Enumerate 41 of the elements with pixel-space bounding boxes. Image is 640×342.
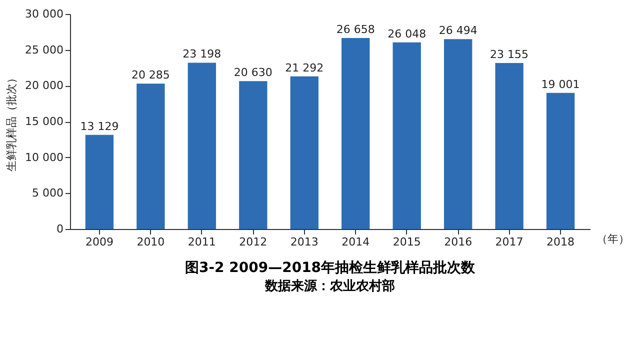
x-tick-label: 2014	[342, 236, 370, 248]
bar	[495, 63, 524, 229]
data-label: 13 129	[80, 120, 119, 133]
source-note: 数据来源：农业农村部	[264, 278, 395, 294]
bar	[136, 84, 165, 229]
x-tick-label: 2015	[392, 236, 421, 248]
bar	[392, 42, 421, 229]
data-label: 19 001	[541, 78, 580, 91]
data-label: 26 048	[388, 27, 426, 40]
bar	[546, 92, 575, 229]
bar	[188, 62, 216, 229]
y-tick-label: 5 000	[32, 186, 64, 200]
y-tick-label: 10 000	[25, 150, 64, 164]
y-tick-label: 20 000	[25, 79, 64, 92]
bar	[342, 38, 370, 229]
x-tick-label: 2018	[546, 236, 575, 248]
y-tick-label: 30 000	[25, 8, 64, 20]
data-label: 23 198	[182, 48, 222, 61]
y-axis-title: 生鲜乳样品（批次）	[5, 72, 18, 172]
x-tick-label: 2017	[495, 236, 524, 248]
data-label: 26 658	[336, 22, 375, 36]
x-tick-label: 2016	[444, 236, 472, 248]
bar	[239, 81, 268, 229]
bar	[444, 39, 472, 229]
x-tick-label: 2013	[290, 236, 318, 248]
x-tick-label: 2010	[136, 236, 165, 248]
data-label: 26 494	[438, 24, 478, 38]
y-tick-label: 15 000	[25, 115, 64, 128]
data-label: 23 155	[490, 48, 529, 62]
x-tick-label: 2011	[188, 236, 216, 248]
x-tick-label: 2012	[239, 236, 268, 248]
text: 图3-2 2009—2018年抽检生鲜乳样品批次数	[184, 260, 476, 276]
data-label: 21 292	[285, 61, 324, 74]
y-tick-label: 0	[56, 222, 64, 236]
x-tick-label: 2009	[85, 236, 114, 248]
x-axis-title: （年）	[596, 232, 630, 246]
bar	[85, 134, 114, 229]
y-tick-label: 25 000	[25, 43, 64, 56]
bar	[290, 76, 318, 229]
data-label: 20 285	[131, 68, 170, 82]
data-label: 20 630	[234, 66, 272, 80]
